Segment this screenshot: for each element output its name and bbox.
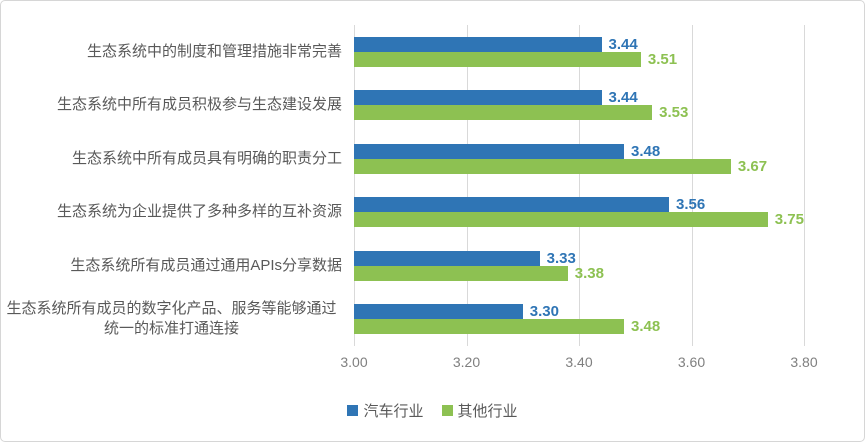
legend-swatch-icon <box>347 405 359 416</box>
x-axis: 3.00 3.20 3.40 3.60 3.80 <box>340 354 817 374</box>
x-tick-label: 3.60 <box>677 354 706 370</box>
bar-line-series-2: 3.67 <box>354 157 804 175</box>
category-label: 生态系统中的制度和管理措施非常完善 <box>1 42 354 62</box>
bar-row: 生态系统中所有成员积极参与生态建设发展 3.44 3.53 <box>1 79 864 133</box>
gridline <box>691 25 693 346</box>
bar-group: 3.56 3.75 <box>354 186 804 240</box>
gridline <box>354 25 355 346</box>
category-label-text: 生态系统为企业提供了多种多样的互补资源 <box>56 203 342 221</box>
value-label: 3.53 <box>659 104 689 122</box>
bar-series-1 <box>354 197 669 213</box>
category-label-text: 生态系统中的制度和管理措施非常完善 <box>86 42 342 60</box>
category-label-text: 生态系统中所有成员积极参与生态建设发展 <box>56 96 342 114</box>
bar-line-series-1: 3.30 <box>354 303 804 321</box>
category-label-text: 生态系统中所有成员具有明确的职责分工 <box>71 149 342 167</box>
bar-row: 生态系统中的制度和管理措施非常完善 3.44 3.51 <box>1 25 864 79</box>
bar-line-series-1: 3.48 <box>354 142 804 160</box>
x-tick-label: 3.80 <box>790 354 818 370</box>
bar-line-series-2: 3.48 <box>354 318 804 336</box>
x-tick-label: 3.00 <box>340 354 368 370</box>
gridline-layer <box>354 25 805 346</box>
gridline <box>579 25 580 346</box>
legend-item: 其他行业 <box>441 400 518 421</box>
bar-series-2 <box>354 51 641 67</box>
bar-line-series-2: 3.51 <box>354 50 804 68</box>
bar-series-2 <box>354 265 568 281</box>
bar-line-series-1: 3.44 <box>354 35 804 53</box>
category-label: 生态系统所有成员通过通用APIs分享数据 <box>1 256 354 276</box>
value-label: 3.44 <box>608 35 638 53</box>
bar-line-series-1: 3.33 <box>354 249 804 267</box>
legend-label: 其他行业 <box>457 403 518 420</box>
bar-series-1 <box>354 143 624 159</box>
bar-series-1 <box>354 36 602 52</box>
gridline <box>466 25 468 346</box>
bar-row: 生态系统为企业提供了多种多样的互补资源 3.56 3.75 <box>1 186 864 240</box>
bar-series-1 <box>354 90 602 106</box>
legend-label: 汽车行业 <box>363 403 424 420</box>
bar-series-2 <box>354 105 653 121</box>
category-label: 生态系统中所有成员具有明确的职责分工 <box>1 149 354 169</box>
bar-group: 3.48 3.67 <box>354 132 804 186</box>
x-tick-label: 3.20 <box>452 354 481 370</box>
legend: 汽车行业 其他行业 <box>1 400 864 421</box>
category-label: 生态系统为企业提供了多种多样的互补资源 <box>1 202 354 222</box>
value-label: 3.48 <box>631 142 661 160</box>
bar-group: 3.30 3.48 <box>354 293 804 347</box>
value-label: 3.75 <box>774 211 804 229</box>
gridline <box>804 25 805 346</box>
bar-group: 3.33 3.38 <box>354 239 804 293</box>
value-label: 3.56 <box>676 196 706 214</box>
value-label: 3.51 <box>647 50 678 68</box>
bar-series-2 <box>354 158 731 174</box>
bar-line-series-1: 3.56 <box>354 196 804 214</box>
value-label: 3.38 <box>574 264 604 282</box>
bar-series-1 <box>354 304 523 320</box>
bar-line-series-2: 3.53 <box>354 104 804 122</box>
bar-series-2 <box>354 319 624 335</box>
value-label: 3.33 <box>546 249 576 267</box>
category-label: 生态系统所有成员的数字化产品、服务等能够通过统一的标准打通连接 <box>1 299 354 340</box>
category-label-text: 生态系统所有成员通过通用APIs分享数据 <box>70 256 342 274</box>
bar-row: 生态系统所有成员通过通用APIs分享数据 3.33 3.38 <box>1 239 864 293</box>
value-label: 3.48 <box>631 318 661 336</box>
bar-series-1 <box>354 250 540 266</box>
bar-row: 生态系统中所有成员具有明确的职责分工 3.48 3.67 <box>1 132 864 186</box>
legend-swatch-icon <box>441 405 453 416</box>
bar-line-series-2: 3.38 <box>354 264 804 282</box>
value-label: 3.30 <box>529 303 559 321</box>
legend-item: 汽车行业 <box>347 400 424 421</box>
category-label-text: 生态系统所有成员的数字化产品、服务等能够通过统一的标准打通连接 <box>6 300 337 338</box>
bar-series-2 <box>354 212 768 228</box>
x-tick-label: 3.40 <box>565 354 593 370</box>
category-label: 生态系统中所有成员积极参与生态建设发展 <box>1 95 354 115</box>
bar-group: 3.44 3.51 <box>354 25 804 79</box>
value-label: 3.44 <box>608 89 638 107</box>
bar-row: 生态系统所有成员的数字化产品、服务等能够通过统一的标准打通连接 3.30 3.48 <box>1 293 864 347</box>
value-label: 3.67 <box>737 157 768 175</box>
bar-rows: 生态系统中的制度和管理措施非常完善 3.44 3.51 生态系统中所有成员积极参与生态… <box>1 25 864 346</box>
bar-line-series-1: 3.44 <box>354 89 804 107</box>
bar-group: 3.44 3.53 <box>354 79 804 133</box>
bar-line-series-2: 3.75 <box>354 211 804 229</box>
